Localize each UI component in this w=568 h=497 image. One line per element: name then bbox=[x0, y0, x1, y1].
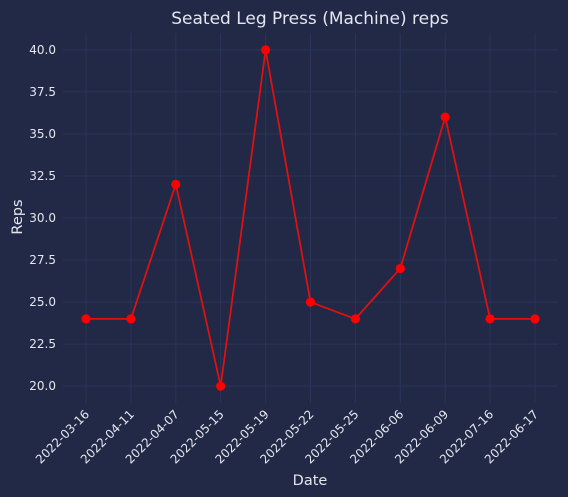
data-point bbox=[395, 263, 405, 274]
y-tick-label: 30.0 bbox=[29, 211, 56, 225]
chart-title: Seated Leg Press (Machine) reps bbox=[171, 9, 449, 29]
y-tick-label: 27.5 bbox=[29, 253, 56, 267]
x-axis-title: Date bbox=[293, 473, 328, 489]
data-point bbox=[171, 179, 181, 189]
data-point bbox=[350, 314, 360, 324]
y-axis-title: Reps bbox=[10, 199, 26, 234]
data-point bbox=[440, 112, 450, 122]
data-point bbox=[485, 314, 495, 324]
y-tick-label: 20.0 bbox=[29, 379, 56, 393]
data-point bbox=[126, 314, 136, 324]
data-point bbox=[261, 45, 271, 55]
y-tick-label: 32.5 bbox=[29, 169, 56, 183]
y-tick-label: 25.0 bbox=[29, 295, 56, 309]
y-tick-label: 37.5 bbox=[29, 85, 56, 99]
data-point bbox=[305, 297, 316, 307]
grid-lines bbox=[63, 33, 558, 403]
y-tick-label: 35.0 bbox=[29, 127, 56, 141]
data-point bbox=[530, 314, 540, 324]
data-point bbox=[216, 381, 226, 391]
y-axis-ticks: 20.0 22.5 25.0 27.5 30.0 32.5 35.0 37.5 40.0 bbox=[29, 43, 56, 393]
data-point bbox=[81, 314, 91, 324]
series-group bbox=[81, 45, 540, 391]
y-tick-label: 40.0 bbox=[29, 43, 56, 57]
y-tick-label: 22.5 bbox=[29, 337, 56, 351]
